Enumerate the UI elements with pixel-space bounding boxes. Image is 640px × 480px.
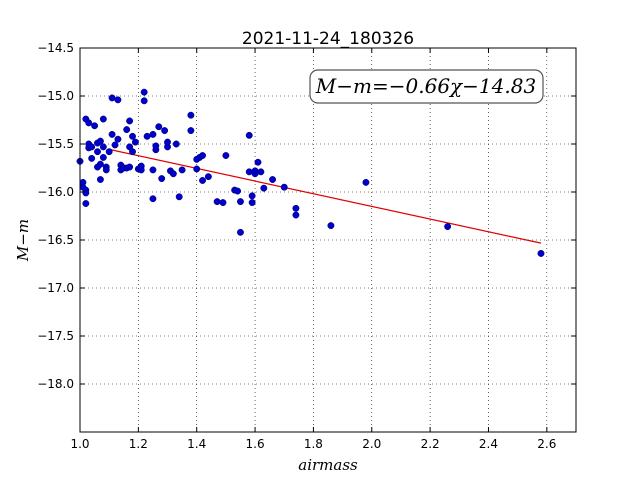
data-point bbox=[96, 160, 104, 168]
x-tick-label: 1.2 bbox=[129, 437, 148, 451]
data-point bbox=[126, 117, 134, 125]
x-tick-label: 2.6 bbox=[537, 437, 556, 451]
data-point bbox=[152, 142, 160, 150]
data-point bbox=[269, 176, 277, 183]
data-point bbox=[129, 148, 136, 156]
data-point bbox=[234, 187, 242, 195]
data-point bbox=[123, 126, 131, 134]
x-tick-label: 1.0 bbox=[70, 437, 89, 451]
data-point bbox=[280, 183, 288, 191]
data-point bbox=[237, 198, 244, 206]
data-point bbox=[222, 152, 230, 159]
y-tick-label: −18.0 bbox=[37, 377, 74, 391]
data-point bbox=[114, 135, 122, 143]
annotation-text: M−m=−0.66χ−14.83 bbox=[315, 74, 536, 98]
data-point bbox=[82, 200, 90, 207]
data-point bbox=[169, 170, 177, 178]
data-point bbox=[172, 140, 180, 148]
y-axis-label: M−m bbox=[14, 219, 32, 262]
data-point bbox=[327, 222, 335, 230]
y-tick-label: −15.0 bbox=[37, 89, 74, 103]
data-point bbox=[164, 138, 171, 146]
data-point bbox=[108, 94, 116, 102]
data-point bbox=[99, 143, 107, 151]
data-point bbox=[126, 163, 134, 171]
fit-line bbox=[109, 148, 542, 244]
data-point bbox=[204, 173, 212, 181]
data-point bbox=[99, 115, 107, 123]
data-point bbox=[245, 131, 253, 139]
data-point bbox=[248, 199, 256, 207]
data-point bbox=[94, 148, 101, 156]
y-tick-label: −16.0 bbox=[37, 185, 74, 199]
data-point bbox=[213, 198, 221, 206]
y-tick-label: −17.5 bbox=[37, 329, 74, 343]
data-point bbox=[99, 153, 107, 161]
y-tick-label: −16.5 bbox=[37, 233, 74, 247]
data-point bbox=[108, 130, 116, 138]
data-point bbox=[292, 211, 300, 219]
data-point bbox=[105, 148, 113, 156]
data-point bbox=[187, 111, 195, 119]
data-point bbox=[96, 176, 104, 183]
x-tick-label: 2.0 bbox=[362, 437, 381, 451]
data-point bbox=[237, 228, 244, 236]
data-point bbox=[158, 175, 166, 183]
data-point bbox=[137, 166, 145, 174]
data-point bbox=[187, 127, 195, 135]
axis-ticks: 1.0 1.2 1.4 1.6 1.8 2.0 2.2 2.4 2.6 −14.5 −15.0 −15… bbox=[37, 41, 576, 451]
y-tick-label: −15.5 bbox=[37, 137, 74, 151]
x-tick-label: 1.6 bbox=[246, 437, 265, 451]
data-point bbox=[140, 97, 148, 105]
data-point bbox=[161, 127, 169, 135]
x-tick-label: 1.4 bbox=[187, 437, 206, 451]
data-point bbox=[131, 138, 139, 146]
data-point bbox=[96, 137, 104, 145]
data-point bbox=[175, 193, 183, 201]
data-point bbox=[102, 166, 110, 174]
annotation-frame bbox=[309, 69, 544, 104]
data-point bbox=[537, 249, 545, 257]
data-point bbox=[114, 96, 122, 104]
x-axis-label: airmass bbox=[298, 456, 358, 474]
data-point bbox=[82, 189, 90, 197]
data-point bbox=[199, 152, 206, 159]
data-point bbox=[178, 166, 186, 174]
data-point bbox=[245, 168, 253, 176]
y-tick-label: −17.0 bbox=[37, 281, 74, 295]
data-point bbox=[155, 123, 163, 131]
data-point bbox=[257, 168, 265, 176]
data-point bbox=[362, 178, 370, 186]
x-tick-label: 2.2 bbox=[421, 437, 440, 451]
data-point bbox=[85, 119, 93, 127]
data-point bbox=[248, 192, 256, 200]
data-point bbox=[251, 167, 259, 175]
data-point bbox=[260, 184, 268, 192]
data-point bbox=[91, 122, 99, 130]
fit-line-group bbox=[109, 148, 542, 244]
data-point bbox=[444, 223, 452, 231]
data-points bbox=[76, 88, 545, 257]
data-point bbox=[193, 165, 201, 173]
data-point bbox=[254, 158, 262, 166]
data-point bbox=[149, 130, 157, 138]
x-tick-label: 1.8 bbox=[304, 437, 323, 451]
data-point bbox=[88, 143, 96, 151]
data-point bbox=[199, 177, 206, 184]
chart-title: 2021-11-24_180326 bbox=[242, 29, 414, 49]
data-point bbox=[143, 132, 151, 140]
data-point bbox=[292, 204, 300, 212]
y-tick-label: −14.5 bbox=[37, 41, 74, 55]
data-point bbox=[111, 141, 119, 149]
annotation-box: M−m=−0.66χ−14.83 bbox=[309, 69, 544, 104]
data-point bbox=[140, 88, 148, 96]
x-tick-label: 2.4 bbox=[479, 437, 498, 451]
data-point bbox=[219, 199, 227, 207]
data-point bbox=[149, 195, 157, 203]
data-point bbox=[129, 132, 136, 140]
data-point bbox=[149, 166, 157, 174]
data-point bbox=[88, 154, 96, 162]
